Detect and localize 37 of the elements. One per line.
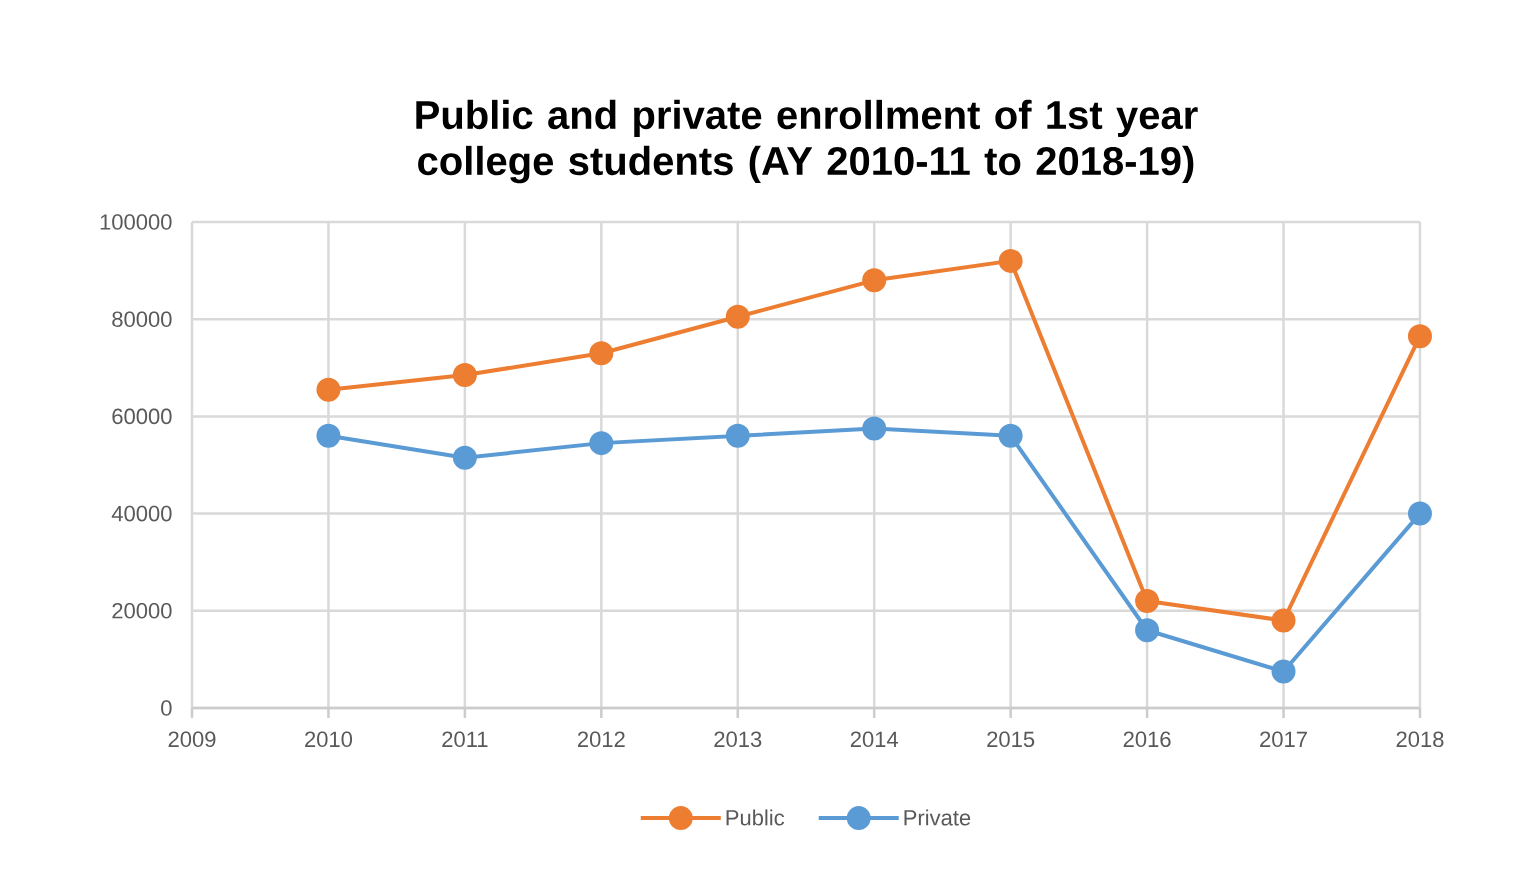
point xyxy=(589,431,614,456)
legend-label: Public xyxy=(726,809,785,826)
point xyxy=(316,377,341,402)
point xyxy=(725,304,750,329)
y-tick-label: 0 xyxy=(161,700,172,716)
x-tick-label: 2012 xyxy=(577,731,625,748)
point xyxy=(862,268,887,293)
y-tick-label: 100000 xyxy=(100,214,172,230)
y-tick-label: 80000 xyxy=(112,311,172,327)
point xyxy=(1407,501,1432,526)
point xyxy=(316,423,341,448)
x-tick-label: 2016 xyxy=(1123,731,1171,748)
point xyxy=(725,423,750,448)
x-tick-label: 2014 xyxy=(850,731,899,748)
point xyxy=(452,445,477,470)
point xyxy=(1135,589,1160,614)
point xyxy=(452,363,477,388)
y-tick-label: 40000 xyxy=(111,505,172,522)
point xyxy=(589,341,614,366)
y-tick-label: 60000 xyxy=(112,408,172,425)
x-tick-label: 2010 xyxy=(305,731,353,748)
y-tick-label: 20000 xyxy=(112,603,172,619)
point xyxy=(998,423,1023,448)
point xyxy=(862,416,887,441)
x-tick-label: 2009 xyxy=(168,731,216,748)
x-tick-label: 2018 xyxy=(1396,731,1444,748)
x-tick-label: 2013 xyxy=(714,731,762,748)
x-tick-label: 2017 xyxy=(1260,731,1307,748)
legend-label: Private xyxy=(904,809,971,826)
chart-title: Public and private enrollment of 1st year college students (AY 2010-11 to 2018-19) xyxy=(416,99,1198,184)
point xyxy=(1135,618,1160,643)
point xyxy=(998,248,1023,273)
x-tick-label: 2015 xyxy=(987,731,1035,748)
point xyxy=(1271,608,1296,633)
point xyxy=(1407,324,1432,349)
point xyxy=(1271,659,1296,684)
x-tick-label: 2011 xyxy=(442,731,488,748)
